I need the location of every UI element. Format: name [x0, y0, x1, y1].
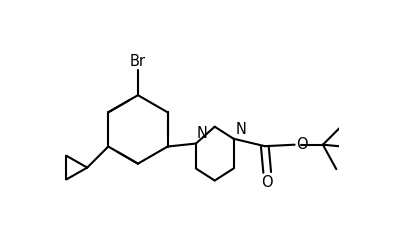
Text: O: O: [296, 137, 308, 152]
Text: N: N: [235, 122, 246, 137]
Text: N: N: [197, 126, 208, 141]
Text: Br: Br: [130, 54, 146, 69]
Text: O: O: [261, 175, 273, 190]
